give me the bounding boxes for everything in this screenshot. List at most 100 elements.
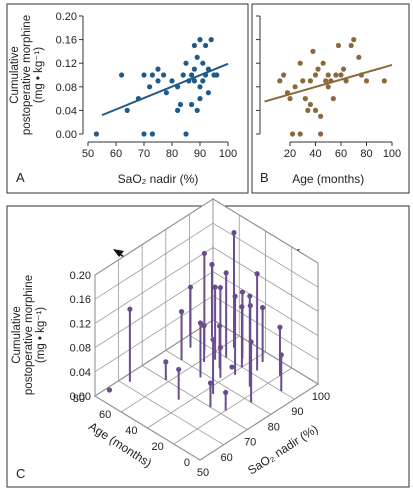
z-tick-label: 0.12 (70, 318, 91, 330)
data-point (320, 60, 326, 66)
age-grid-floor (199, 383, 319, 461)
sao2-grid-floor (212, 319, 319, 385)
data-point (147, 84, 153, 90)
x-tick-label: 40 (309, 148, 321, 160)
y-tick-label: 0.20 (56, 11, 77, 23)
x-tick-label: 70 (138, 148, 150, 160)
stem-head (106, 387, 113, 393)
stem-head (223, 389, 229, 396)
stem-head (178, 309, 185, 315)
data-point (155, 78, 161, 84)
z-tick-label: 0.16 (70, 294, 91, 306)
data-point (281, 72, 287, 78)
stem-head (127, 306, 133, 312)
data-point (191, 42, 197, 49)
stem-head (201, 250, 207, 257)
data-point (163, 90, 169, 96)
y-axis-label: Cumulative (9, 46, 21, 104)
stem-head (254, 271, 260, 277)
data-point (183, 131, 189, 137)
sao2-tick-label: 70 (244, 437, 256, 449)
data-point (205, 66, 211, 72)
data-point (300, 78, 306, 84)
data-point (297, 131, 303, 137)
x-tick-label: 80 (166, 148, 178, 160)
age-tick-label: 0 (184, 457, 190, 469)
data-point (191, 66, 197, 72)
data-point (351, 37, 357, 43)
x-tick-label: 50 (82, 148, 94, 160)
age-tick-label: 60 (99, 409, 111, 421)
data-point (330, 96, 336, 102)
data-point (161, 72, 167, 78)
stem-head (277, 324, 283, 330)
age-tick-label: 80 (73, 393, 85, 405)
data-point (277, 78, 283, 84)
data-point (119, 72, 125, 78)
sao2-tick-label: 80 (268, 421, 280, 433)
x-tick-label: 100 (219, 148, 237, 160)
data-point (149, 131, 155, 137)
data-point (318, 113, 324, 119)
z-tick-label: 0.20 (70, 270, 91, 282)
data-point (200, 78, 206, 84)
sao2-tick-label: 100 (312, 391, 330, 403)
z-grid-left (94, 247, 214, 324)
stem-head (212, 284, 218, 290)
data-point (141, 72, 147, 78)
z-grid-left (94, 198, 214, 276)
x-axis-label: SaO₂ nadir (%) (118, 172, 199, 186)
data-point (333, 72, 339, 78)
data-point (284, 90, 291, 96)
data-point (312, 107, 319, 113)
stem-head (239, 289, 246, 295)
stem-head (209, 261, 215, 268)
z-tick-label: 0.08 (70, 343, 91, 355)
panel-a-frame (6, 3, 249, 194)
data-point (307, 101, 313, 108)
data-point (356, 54, 362, 60)
data-point (149, 72, 155, 78)
data-point (312, 72, 319, 78)
age-grid-floor (94, 319, 214, 397)
stem-head (247, 303, 253, 309)
age-tick-label: 20 (152, 441, 164, 453)
z-axis-label: (mg • kg⁻¹) (35, 307, 47, 363)
data-point (189, 101, 195, 108)
z-grid-left (94, 222, 214, 300)
y-tick-label: 0.08 (56, 82, 77, 94)
data-point (155, 66, 161, 72)
data-point (197, 84, 203, 90)
data-point (203, 42, 209, 49)
data-point (305, 107, 311, 113)
data-point (191, 78, 197, 84)
sao2-grid-floor (165, 350, 272, 415)
y-tick-label: 0.04 (56, 105, 77, 117)
data-point (292, 84, 298, 90)
z-grid-left (94, 271, 214, 348)
data-point (325, 72, 331, 78)
data-point (208, 37, 214, 43)
trend-line (264, 64, 393, 103)
x-tick-label: 60 (110, 148, 122, 160)
data-point (180, 72, 186, 78)
data-point (358, 72, 364, 78)
data-point (194, 54, 200, 60)
data-point (203, 72, 209, 78)
z-axis-label: postoperative morphine (23, 275, 35, 395)
stem-head (187, 284, 194, 290)
data-point (183, 60, 189, 66)
data-point (335, 42, 342, 49)
data-point (135, 96, 141, 102)
trend-line (101, 62, 229, 117)
data-point (325, 84, 331, 90)
data-point (93, 131, 99, 137)
panel-label: C (16, 466, 25, 481)
stem-head (231, 230, 237, 236)
data-point (348, 42, 354, 49)
age-grid-floor (173, 367, 292, 445)
stem-head (260, 305, 266, 311)
data-point (197, 37, 203, 43)
data-point (343, 78, 349, 84)
